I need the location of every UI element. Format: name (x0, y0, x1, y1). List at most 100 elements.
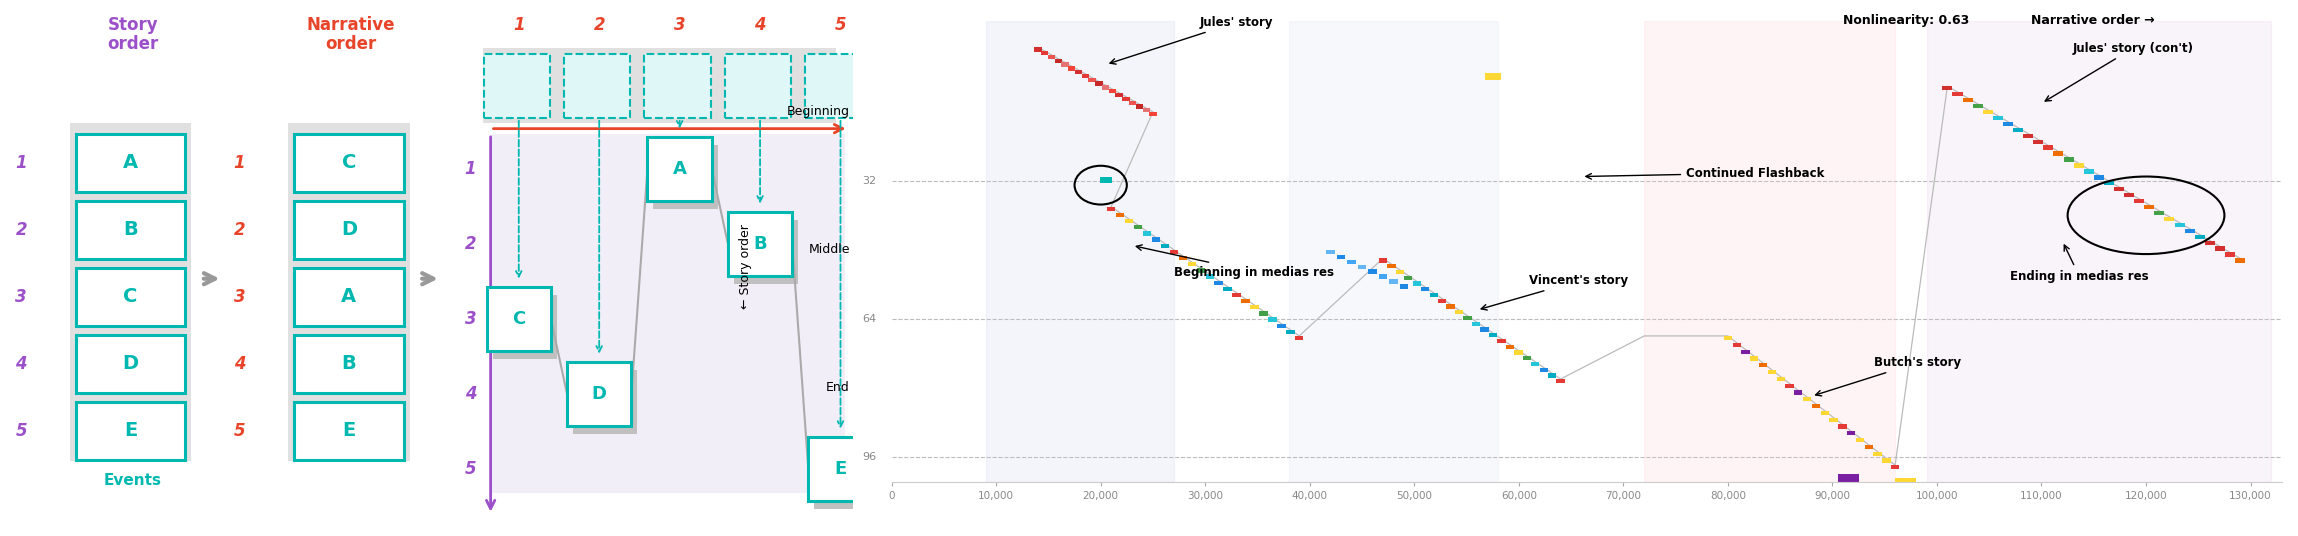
Text: Jules' story: Jules' story (1110, 16, 1273, 64)
FancyBboxPatch shape (76, 201, 186, 259)
Bar (1048, 55, 1055, 59)
Text: 4: 4 (754, 16, 765, 34)
FancyBboxPatch shape (724, 54, 791, 118)
FancyBboxPatch shape (294, 268, 404, 326)
Text: 32: 32 (862, 176, 876, 186)
Bar (1540, 368, 1549, 372)
Bar (1733, 343, 1742, 347)
Bar (2224, 252, 2236, 257)
Bar (1992, 116, 2004, 120)
Bar (1069, 66, 1075, 71)
Bar (1891, 465, 1900, 470)
Bar (1758, 363, 1767, 368)
Bar (1133, 225, 1142, 229)
Text: 5: 5 (464, 460, 476, 478)
Text: E: E (342, 421, 356, 441)
Bar (1126, 219, 1133, 224)
Text: D: D (591, 385, 607, 403)
Bar (2073, 163, 2084, 168)
Text: Middle: Middle (809, 243, 850, 256)
Text: A: A (673, 160, 687, 178)
Bar (1101, 176, 1112, 183)
Text: Events: Events (103, 473, 161, 488)
FancyBboxPatch shape (487, 287, 552, 351)
Text: 5: 5 (16, 422, 28, 440)
Text: B: B (124, 220, 138, 240)
Text: B: B (754, 235, 768, 253)
Text: C: C (124, 287, 138, 307)
Bar (1278, 324, 1285, 328)
Bar (492, 295, 556, 359)
Bar (1250, 305, 1259, 309)
Bar (1795, 390, 1802, 394)
Bar (1838, 425, 1848, 429)
Bar (1379, 258, 1388, 263)
Text: 2: 2 (234, 221, 246, 239)
FancyBboxPatch shape (76, 335, 186, 393)
Bar (2165, 217, 2174, 221)
Bar (2084, 169, 2093, 174)
Bar (2064, 158, 2073, 162)
Bar (2185, 229, 2195, 233)
Text: Narrative order →: Narrative order → (2031, 13, 2156, 27)
Bar (1170, 250, 1179, 254)
Text: A: A (124, 153, 138, 173)
Bar (1075, 70, 1082, 75)
Text: 1: 1 (234, 154, 246, 172)
Text: B: B (342, 354, 356, 374)
Bar (1645, 21, 1896, 482)
Text: D: D (340, 220, 356, 240)
Bar (1471, 322, 1480, 326)
Bar (1505, 345, 1514, 349)
Bar (69, 123, 191, 461)
Bar (1232, 293, 1241, 297)
Text: Nonlinearity: 0.63: Nonlinearity: 0.63 (1843, 13, 1969, 27)
Bar (2034, 139, 2043, 144)
Text: D: D (122, 354, 138, 374)
Bar (1241, 299, 1250, 303)
Bar (1498, 339, 1505, 343)
Bar (1953, 92, 1962, 96)
Text: 2: 2 (464, 235, 476, 253)
Bar (1489, 333, 1496, 337)
Text: 4: 4 (16, 355, 28, 373)
Bar (2204, 241, 2215, 245)
Bar (1117, 213, 1124, 217)
Bar (1034, 47, 1041, 51)
Text: Story
order: Story order (108, 16, 159, 54)
Text: Ending in medias res: Ending in medias res (2011, 245, 2149, 283)
Bar (1820, 411, 1829, 415)
Text: A: A (342, 287, 356, 307)
Bar (290, 123, 409, 461)
Bar (1041, 51, 1048, 55)
Bar (1480, 327, 1489, 332)
FancyBboxPatch shape (804, 54, 871, 118)
Bar (2135, 199, 2144, 203)
Bar (1390, 279, 1397, 284)
Text: 5: 5 (834, 16, 846, 34)
Bar (1337, 255, 1344, 259)
Bar (1206, 274, 1213, 279)
Bar (2093, 175, 2103, 180)
Bar (1358, 265, 1367, 269)
Text: 1: 1 (464, 160, 476, 178)
Bar (1149, 112, 1156, 116)
Text: Vincent's story: Vincent's story (1482, 274, 1629, 310)
Text: 3: 3 (234, 288, 246, 306)
Bar (1742, 349, 1749, 354)
Text: 2: 2 (593, 16, 604, 34)
Bar (2153, 211, 2165, 215)
Bar (1455, 310, 1464, 315)
Bar (1062, 63, 1069, 67)
Bar (1128, 101, 1135, 105)
FancyBboxPatch shape (76, 268, 186, 326)
Text: 1: 1 (512, 16, 524, 34)
Bar (1485, 73, 1501, 80)
Bar (1289, 21, 1498, 482)
Bar (1379, 274, 1388, 279)
Bar (1983, 110, 1992, 114)
Bar (1055, 58, 1062, 63)
Bar (572, 370, 637, 434)
FancyBboxPatch shape (809, 437, 873, 501)
Bar (1530, 362, 1540, 366)
